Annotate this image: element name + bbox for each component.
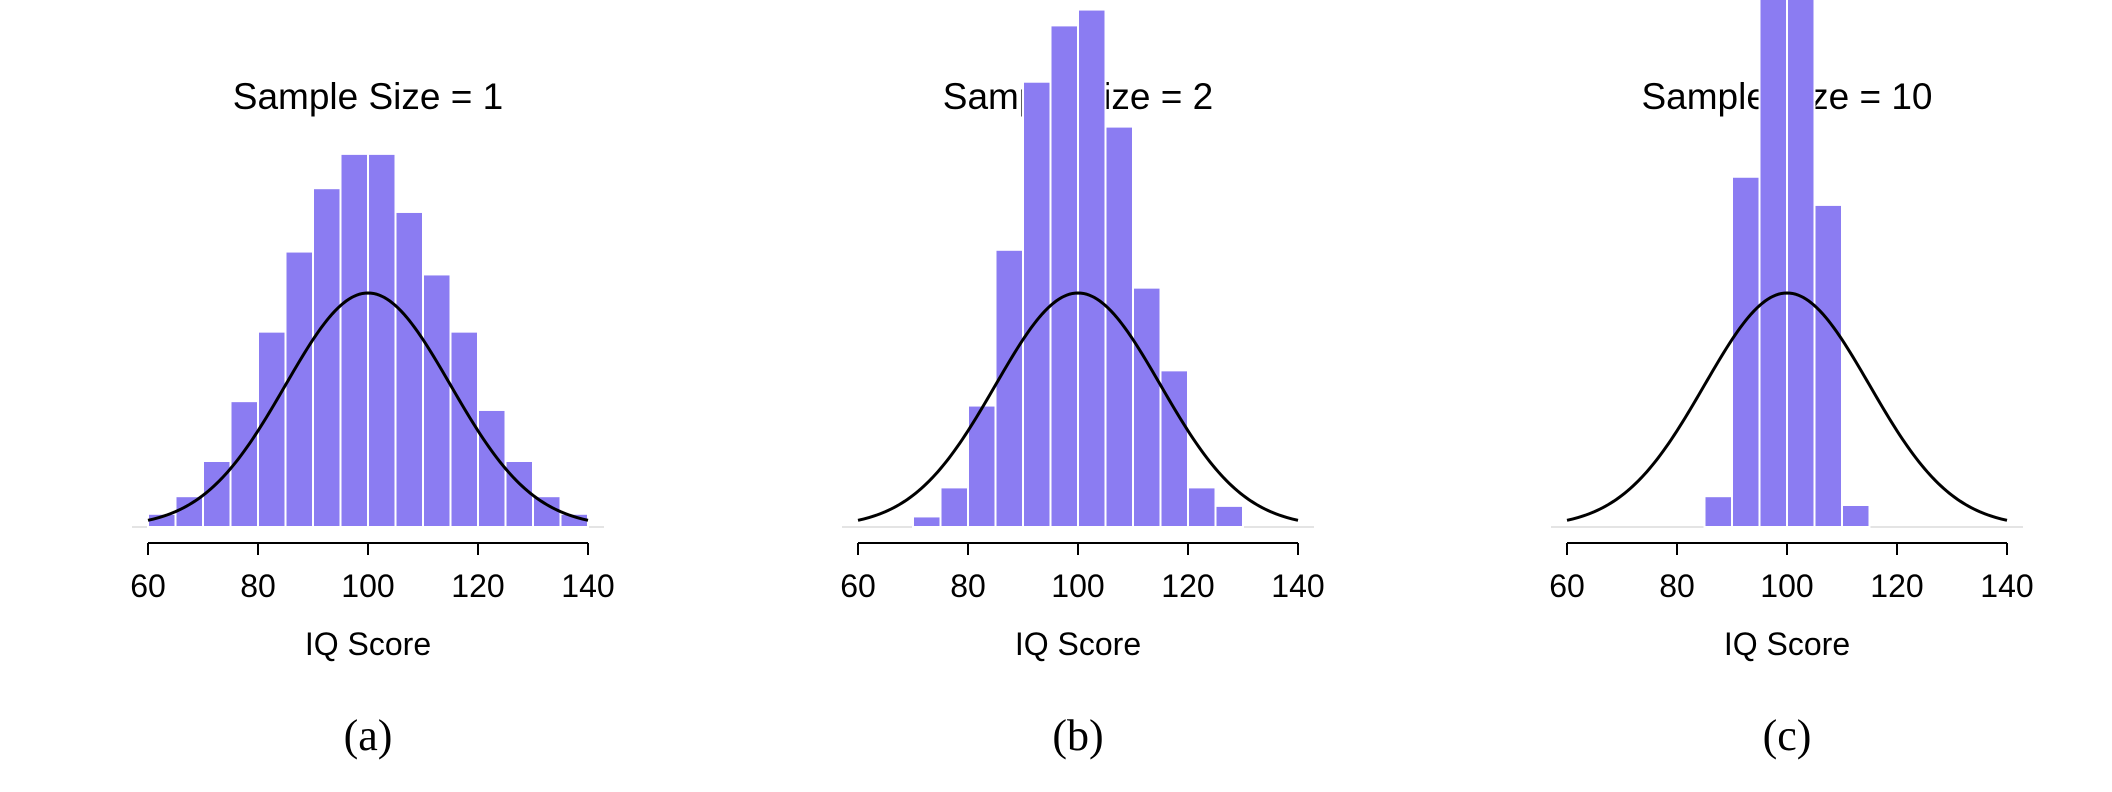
histogram-bar [1187, 486, 1217, 528]
panel-caption: (a) [344, 711, 393, 760]
x-tick-label: 60 [840, 568, 876, 604]
x-tick-label: 60 [1549, 568, 1585, 604]
histogram-bar [1104, 125, 1134, 528]
histogram-bar [1132, 286, 1162, 529]
panel-1: Sample Size = 1 60 80 100 120 140 IQ Score (a) [130, 76, 614, 760]
histogram-bar [284, 250, 314, 528]
histogram-bar [1022, 80, 1052, 528]
x-tick-label: 140 [561, 568, 614, 604]
histogram-bar [477, 408, 507, 528]
x-tick-label: 140 [1271, 568, 1324, 604]
x-tick-label: 120 [451, 568, 504, 604]
x-tick-label: 80 [1659, 568, 1695, 604]
x-axis-label: IQ Score [1724, 626, 1850, 662]
histogram-bar [449, 330, 479, 529]
histogram-bar [312, 187, 342, 528]
histogram-bar [1758, 0, 1788, 529]
histogram-bar [174, 495, 204, 529]
histogram-bar [1813, 203, 1843, 528]
histogram-bar [939, 486, 969, 528]
panel-caption: (c) [1763, 711, 1812, 760]
x-tick-label: 120 [1870, 568, 1923, 604]
histogram-bar [1214, 504, 1244, 529]
histogram-bar [1049, 24, 1079, 529]
histogram-bar [559, 512, 589, 528]
histogram-bar [532, 495, 562, 529]
histogram-bar [1077, 8, 1107, 529]
x-tick-label: 100 [1760, 568, 1813, 604]
normal-curve [1566, 291, 2008, 522]
x-tick-label: 100 [341, 568, 394, 604]
histogram-bar [504, 460, 534, 528]
histogram-bar [1786, 0, 1816, 529]
panel-caption: (b) [1052, 711, 1103, 760]
histogram-bar [394, 210, 424, 529]
histogram-bar [1841, 504, 1871, 528]
histogram-bar [912, 515, 942, 529]
normal-curve [147, 291, 589, 522]
x-tick-label: 80 [240, 568, 276, 604]
histogram-bar [422, 273, 452, 528]
histogram-bar [1703, 495, 1733, 529]
x-tick-label: 120 [1161, 568, 1214, 604]
histogram-bar [257, 330, 287, 529]
chart-title: Sample Size = 1 [233, 76, 503, 117]
x-tick-label: 100 [1051, 568, 1104, 604]
x-axis-label: IQ Score [1015, 626, 1141, 662]
histogram-bar [1731, 175, 1761, 528]
histogram-bar [339, 152, 369, 528]
x-tick-label: 60 [130, 568, 166, 604]
histogram-bar [1159, 369, 1189, 528]
x-axis-label: IQ Score [305, 626, 431, 662]
x-tick-label: 140 [1980, 568, 2033, 604]
histogram-bar [994, 248, 1024, 529]
histogram-bar [367, 152, 397, 528]
normal-curve [857, 291, 1299, 522]
x-tick-label: 80 [950, 568, 986, 604]
histogram-bar [202, 460, 232, 528]
